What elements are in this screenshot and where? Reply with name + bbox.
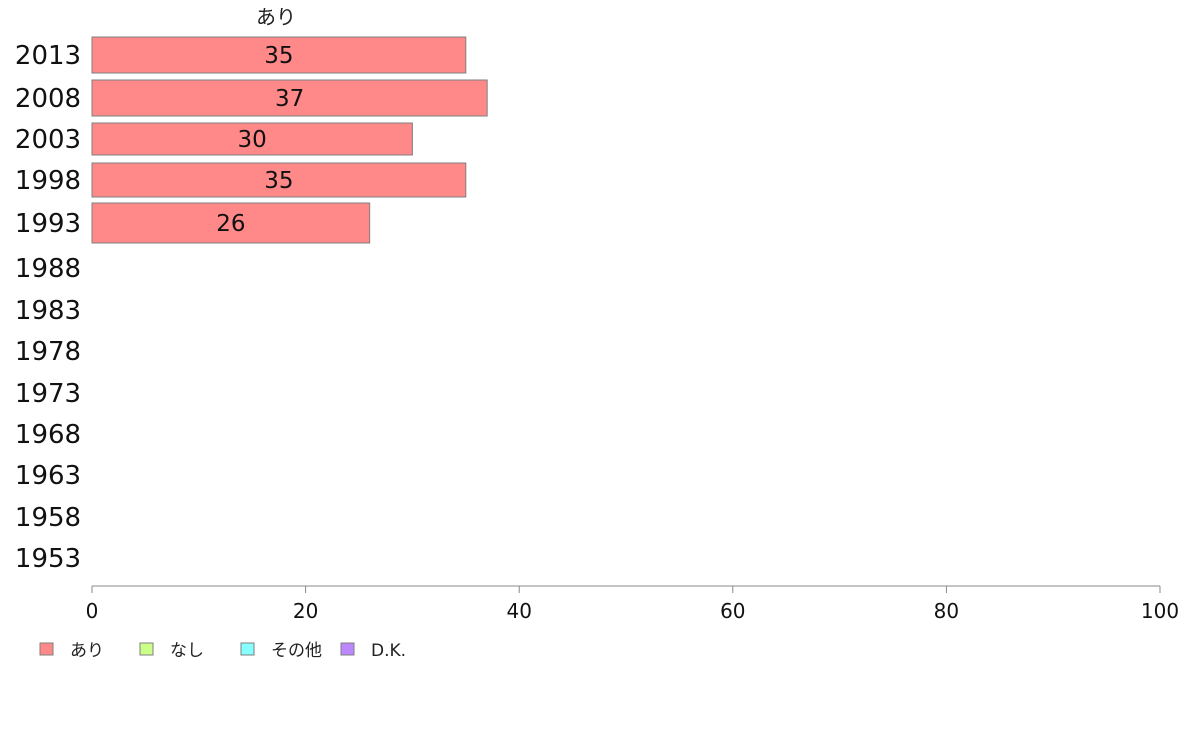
legend: あり なし その他 D.K. <box>39 641 406 661</box>
category-label: 1968 <box>15 420 81 450</box>
category-label: 1973 <box>15 379 81 409</box>
category-label: 1963 <box>15 461 81 491</box>
series-header-layer: あり <box>256 5 296 29</box>
bar-value-label: 26 <box>216 211 245 237</box>
bar-segment <box>91 162 467 198</box>
category-label: 1953 <box>15 544 81 574</box>
bar-value-label: 37 <box>275 86 304 112</box>
legend-swatch <box>39 642 54 656</box>
x-tick-label: 100 <box>1141 599 1179 623</box>
bar-value-label: 30 <box>238 127 267 153</box>
legend-swatch <box>340 642 355 656</box>
bar-segment <box>91 79 488 117</box>
x-tick-label: 60 <box>720 599 745 623</box>
category-label: 1998 <box>15 166 81 196</box>
bar-value-label: 35 <box>264 168 293 194</box>
x-tick-label: 20 <box>293 599 318 623</box>
bar-segment <box>91 122 413 156</box>
x-tick-label: 40 <box>506 599 531 623</box>
x-axis: 0 20 40 60 80 100 <box>86 585 1179 623</box>
bar-segment <box>91 202 371 244</box>
legend-label: なし <box>170 641 204 661</box>
x-tick-label: 0 <box>86 599 99 623</box>
legend-label: あり <box>70 641 104 661</box>
category-label: 2003 <box>15 125 81 155</box>
bar-layer: 35 37 30 35 26 <box>91 36 488 244</box>
bar-value-label: 35 <box>264 43 293 69</box>
category-label: 1958 <box>15 503 81 533</box>
legend-label: D.K. <box>371 641 406 661</box>
category-label: 2013 <box>15 41 81 71</box>
legend-label: その他 <box>271 641 322 661</box>
category-label: 1988 <box>15 254 81 284</box>
category-label: 1993 <box>15 209 81 239</box>
legend-swatch <box>139 642 154 656</box>
category-label: 1978 <box>15 337 81 367</box>
category-axis: 2013 2008 2003 1998 1993 1988 1983 1978 1973 1968… <box>15 41 81 574</box>
x-tick-label: 80 <box>934 599 959 623</box>
category-label: 1983 <box>15 296 81 326</box>
bar-segment <box>91 36 467 74</box>
category-label: 2008 <box>15 84 81 114</box>
series-header-label: あり <box>256 5 296 29</box>
legend-swatch <box>240 642 255 656</box>
